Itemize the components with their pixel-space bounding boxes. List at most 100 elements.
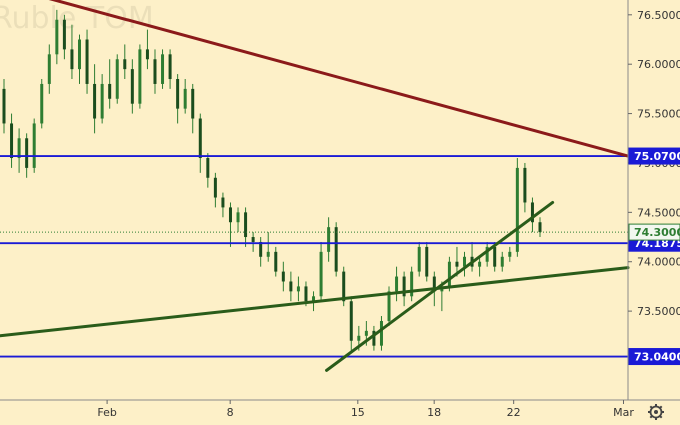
candle — [379, 316, 383, 351]
candle-body — [85, 39, 89, 84]
settings-icon[interactable] — [648, 404, 664, 420]
candle-body — [463, 256, 467, 267]
candle — [372, 325, 376, 351]
candle — [251, 232, 255, 252]
price-label-box — [628, 223, 680, 241]
candle-body — [515, 167, 519, 252]
candle — [100, 74, 104, 124]
candle-body — [289, 281, 293, 292]
candle-body — [40, 83, 44, 124]
candle — [538, 217, 542, 238]
candle-body — [364, 330, 368, 336]
candle — [530, 197, 534, 233]
candle — [77, 34, 81, 84]
x-tick-label: 8 — [227, 406, 234, 419]
y-tick-label: 76.5000 — [637, 9, 680, 22]
candle — [523, 162, 527, 213]
candle-body — [327, 227, 331, 252]
candle-body — [387, 291, 391, 321]
candle — [425, 241, 429, 282]
candle-body — [304, 286, 308, 302]
candle-body — [538, 222, 542, 233]
candle-body — [183, 88, 187, 109]
candle-body — [176, 79, 180, 109]
x-tick-label: Feb — [97, 406, 116, 419]
candle — [191, 83, 195, 134]
candle — [455, 246, 459, 277]
candle — [402, 271, 406, 307]
candle-body — [25, 138, 29, 168]
candle-body — [93, 83, 97, 119]
candle-body — [508, 251, 512, 257]
candle — [40, 79, 44, 129]
candle-body — [153, 59, 157, 84]
candle-body — [161, 54, 165, 84]
candle — [198, 113, 202, 173]
candle — [32, 118, 36, 173]
candle — [206, 153, 210, 188]
candle — [266, 232, 270, 262]
candle-body — [485, 246, 489, 262]
candle — [130, 59, 134, 114]
candle-body — [530, 202, 534, 223]
candle-body — [228, 207, 232, 223]
x-tick-label: 22 — [507, 406, 521, 419]
candle-body — [379, 320, 383, 346]
candle — [47, 44, 51, 94]
candle-body — [432, 276, 436, 292]
candle-body — [372, 330, 376, 346]
x-tick-label: Mar — [613, 406, 634, 419]
candle-body — [32, 123, 36, 168]
candle — [395, 266, 399, 302]
candle — [2, 79, 6, 134]
candle-body — [62, 19, 66, 50]
candle-body — [2, 88, 6, 124]
candle — [176, 74, 180, 124]
candle — [10, 113, 14, 168]
y-tick-label: 73.5000 — [637, 305, 680, 318]
candle — [236, 207, 240, 233]
candle-body — [410, 271, 414, 297]
candle-body — [130, 69, 134, 104]
candle — [221, 192, 225, 218]
candle-body — [319, 251, 323, 297]
candle — [228, 202, 232, 247]
candle — [183, 79, 187, 114]
candle-body — [100, 83, 104, 119]
candle-body — [500, 256, 504, 267]
candle-body — [191, 88, 195, 119]
candle — [17, 128, 21, 173]
y-tick-label: 75.5000 — [637, 108, 680, 121]
price-label-text: 74.3000 — [634, 226, 680, 239]
candle — [500, 251, 504, 272]
candle-body — [402, 276, 406, 297]
levels-layer — [0, 155, 628, 358]
candle-body — [478, 261, 482, 267]
candle-body — [123, 59, 127, 70]
price-label-box — [628, 147, 680, 165]
candle — [417, 241, 421, 277]
candle-body — [138, 49, 142, 104]
y-tick-label: 74.0000 — [637, 256, 680, 269]
candle — [70, 24, 74, 80]
candle-body — [206, 158, 210, 178]
candle-body — [55, 19, 59, 55]
candle — [153, 49, 157, 94]
candle — [93, 64, 97, 134]
candle-body — [77, 39, 81, 70]
candle — [115, 54, 119, 104]
candle-body — [259, 241, 263, 257]
candle-body — [493, 246, 497, 267]
candle-body — [70, 49, 74, 70]
candle-body — [455, 261, 459, 267]
candle-body — [108, 83, 112, 99]
candle-body — [198, 118, 202, 159]
candle-body — [417, 246, 421, 272]
candle-body — [168, 54, 172, 80]
price-label-box — [628, 348, 680, 366]
candle — [281, 261, 285, 292]
candle-body — [221, 197, 225, 208]
candle — [296, 276, 300, 302]
